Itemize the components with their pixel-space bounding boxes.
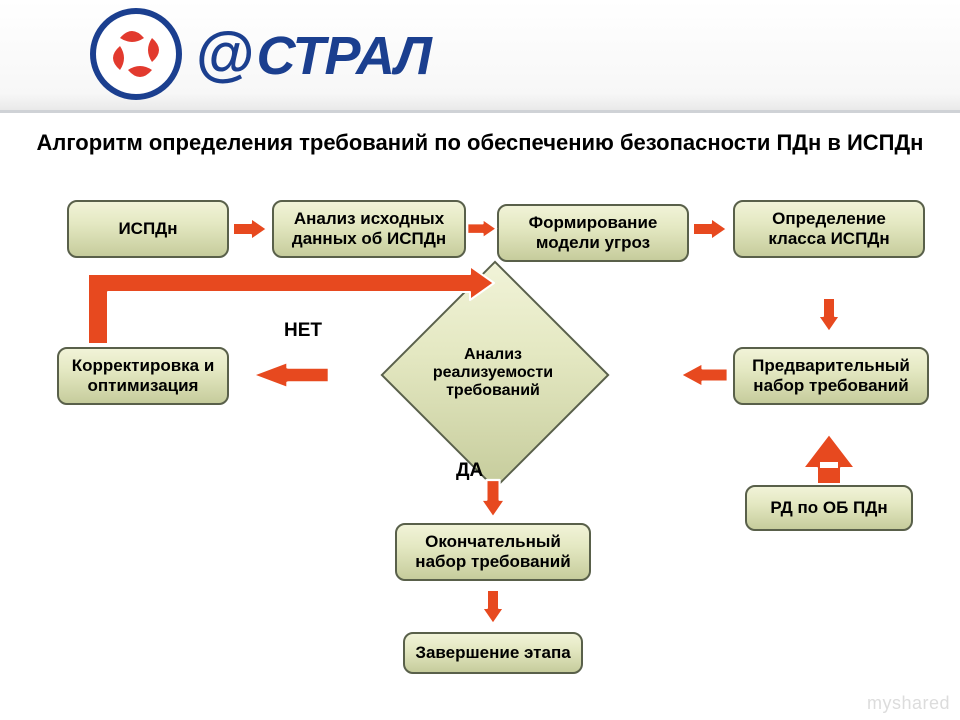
watermark: myshared: [867, 693, 950, 714]
edge-label-yes: ДА: [456, 460, 483, 482]
edge-label-no: НЕТ: [284, 320, 322, 342]
node-class-def: Определение класса ИСПДн: [733, 200, 925, 258]
arrow-icon: [252, 361, 330, 389]
canvas: @ СТРАЛ Алгоритм определения требований …: [0, 0, 960, 720]
logo-mark-icon: [90, 8, 182, 100]
arrow-up-icon: [803, 434, 855, 484]
page-title: Алгоритм определения требований по обесп…: [30, 130, 930, 156]
arrow-icon: [818, 298, 840, 332]
arrow-icon: [680, 363, 728, 387]
arrow-icon: [482, 590, 504, 624]
arrow-icon: [693, 218, 727, 240]
arrow-icon: [233, 218, 267, 240]
node-analysis-source: Анализ исходных данных об ИСПДн: [272, 200, 466, 258]
node-preliminary-req: Предварительный набор требований: [733, 347, 929, 405]
logo: @ СТРАЛ: [90, 8, 431, 100]
logo-at: @: [196, 24, 255, 84]
decision-feasibility-label: Анализ реализуемости требований: [406, 317, 580, 429]
arrow-icon: [468, 219, 497, 238]
node-rd: РД по ОБ ПДн: [745, 485, 913, 531]
logo-text: @ СТРАЛ: [196, 24, 431, 84]
logo-word: СТРАЛ: [257, 29, 431, 83]
node-correction: Корректировка и оптимизация: [57, 347, 229, 405]
node-final-req: Окончательный набор требований: [395, 523, 591, 581]
logo-swirl-icon: [104, 22, 168, 86]
node-ispdn: ИСПДн: [67, 200, 229, 258]
node-threat-model: Формирование модели угроз: [497, 204, 689, 262]
node-finish: Завершение этапа: [403, 632, 583, 674]
